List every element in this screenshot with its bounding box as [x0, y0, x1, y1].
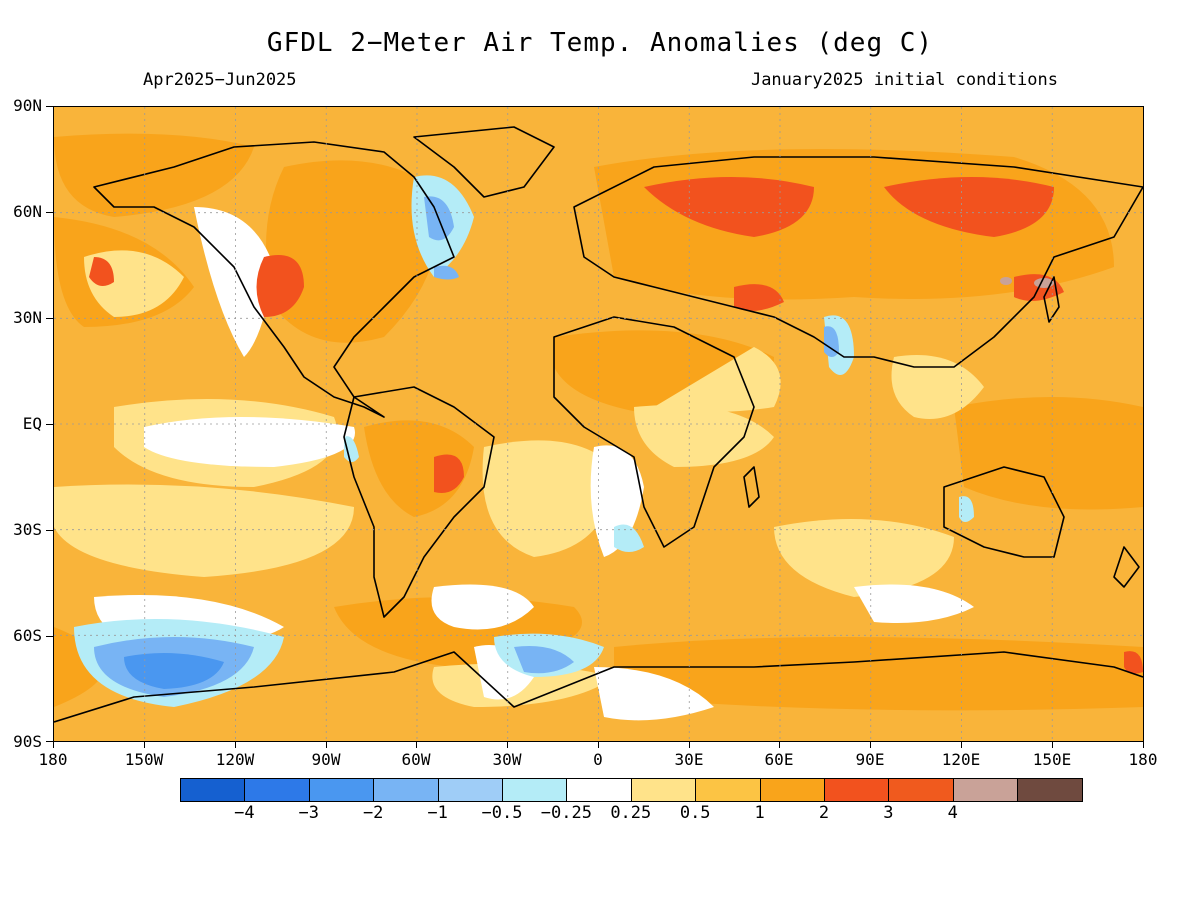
- lat-tick: [46, 318, 53, 319]
- legend-swatch: [953, 779, 1019, 801]
- lon-tick: [961, 741, 962, 748]
- lat-tick: [46, 424, 53, 425]
- lon-tick: [689, 741, 690, 748]
- lat-tick: [46, 530, 53, 531]
- lon-tick: [598, 741, 599, 748]
- lat-label-60n: 60N: [13, 202, 42, 221]
- hot-anomaly-regions: [89, 177, 1143, 674]
- lon-tick: [144, 741, 145, 748]
- lon-tick: [235, 741, 236, 748]
- madagascar-outline: [743, 466, 760, 508]
- legend-label: −4: [234, 803, 255, 823]
- lat-label-eq: EQ: [22, 414, 42, 433]
- colder-anomaly-regions: [124, 653, 224, 689]
- lon-label-120w: 120W: [215, 750, 255, 769]
- lon-label-90w: 90W: [311, 750, 341, 769]
- lon-tick: [1143, 741, 1144, 748]
- legend-label: −1: [427, 803, 448, 823]
- lon-tick: [507, 741, 508, 748]
- africa-outline: [553, 316, 755, 548]
- lat-label-30n: 30N: [13, 308, 42, 327]
- antarctica-outline: [54, 651, 1143, 723]
- lat-tick: [46, 212, 53, 213]
- legend-swatch: [502, 779, 568, 801]
- legend-swatch: [824, 779, 890, 801]
- legend-label: 4: [947, 803, 958, 823]
- map-title: GFDL 2−Meter Air Temp. Anomalies (deg C): [266, 28, 934, 58]
- lon-tick: [416, 741, 417, 748]
- lon-label-180w: 180: [38, 750, 68, 769]
- legend-swatch: [631, 779, 697, 801]
- coastlines: [54, 126, 1143, 723]
- lon-label-0: 0: [593, 750, 603, 769]
- legend-label: −0.5: [481, 803, 523, 823]
- lat-label-30s: 30S: [13, 520, 42, 539]
- legend-label: −3: [298, 803, 320, 823]
- graticule: [54, 107, 1143, 741]
- legend-swatch: [696, 779, 761, 801]
- period-label: Apr2025−Jun2025: [143, 70, 297, 90]
- legend-swatch: [245, 779, 310, 801]
- legend-swatch: [438, 779, 503, 801]
- lon-tick: [779, 741, 780, 748]
- legend-swatch: [181, 779, 246, 801]
- legend-swatch: [760, 779, 825, 801]
- lon-tick: [870, 741, 871, 748]
- legend-label: 0.25: [610, 803, 652, 823]
- greenland-outline: [413, 126, 555, 198]
- legend-label: 2: [818, 803, 830, 823]
- legend-swatch: [374, 779, 439, 801]
- lon-label-60w: 60W: [401, 750, 431, 769]
- lon-tick: [53, 741, 54, 748]
- legend-label: 0.5: [679, 803, 711, 823]
- anomaly-map: [53, 106, 1144, 742]
- lat-label-90n: 90N: [13, 96, 42, 115]
- lon-label-60e: 60E: [764, 750, 794, 769]
- lat-label-90s: 90S: [13, 732, 42, 751]
- lon-tick: [1052, 741, 1053, 748]
- lon-label-180e: 180: [1128, 750, 1158, 769]
- lon-label-30w: 30W: [492, 750, 522, 769]
- lon-label-120e: 120E: [941, 750, 981, 769]
- lat-tick: [46, 106, 53, 107]
- legend-label: −0.25: [540, 803, 592, 823]
- legend-label: 3: [883, 803, 894, 823]
- north-america-outline: [93, 141, 455, 418]
- lon-label-90e: 90E: [855, 750, 885, 769]
- neutral-anomaly-regions: [94, 207, 974, 721]
- legend-swatch: [1018, 779, 1083, 801]
- legend-swatch: [567, 779, 632, 801]
- australia-outline: [943, 466, 1065, 558]
- lat-tick: [46, 741, 53, 742]
- lat-label-60s: 60S: [13, 626, 42, 645]
- legend-swatch: [309, 779, 375, 801]
- initial-conditions-label: January2025 initial conditions: [750, 70, 1058, 90]
- legend-swatch: [889, 779, 954, 801]
- legend-colorbar: [180, 778, 1084, 802]
- legend-label: 1: [754, 803, 765, 823]
- lon-label-150w: 150W: [124, 750, 164, 769]
- new-zealand-outline: [1113, 546, 1140, 588]
- japan-outline: [1043, 276, 1060, 323]
- lon-label-30e: 30E: [674, 750, 704, 769]
- south-america-outline: [343, 386, 495, 618]
- lon-label-150e: 150E: [1032, 750, 1072, 769]
- eurasia-outline: [573, 156, 1143, 368]
- lat-tick: [46, 636, 53, 637]
- legend-label: −2: [362, 803, 384, 823]
- lon-tick: [326, 741, 327, 748]
- anomaly-map-canvas: [54, 107, 1143, 741]
